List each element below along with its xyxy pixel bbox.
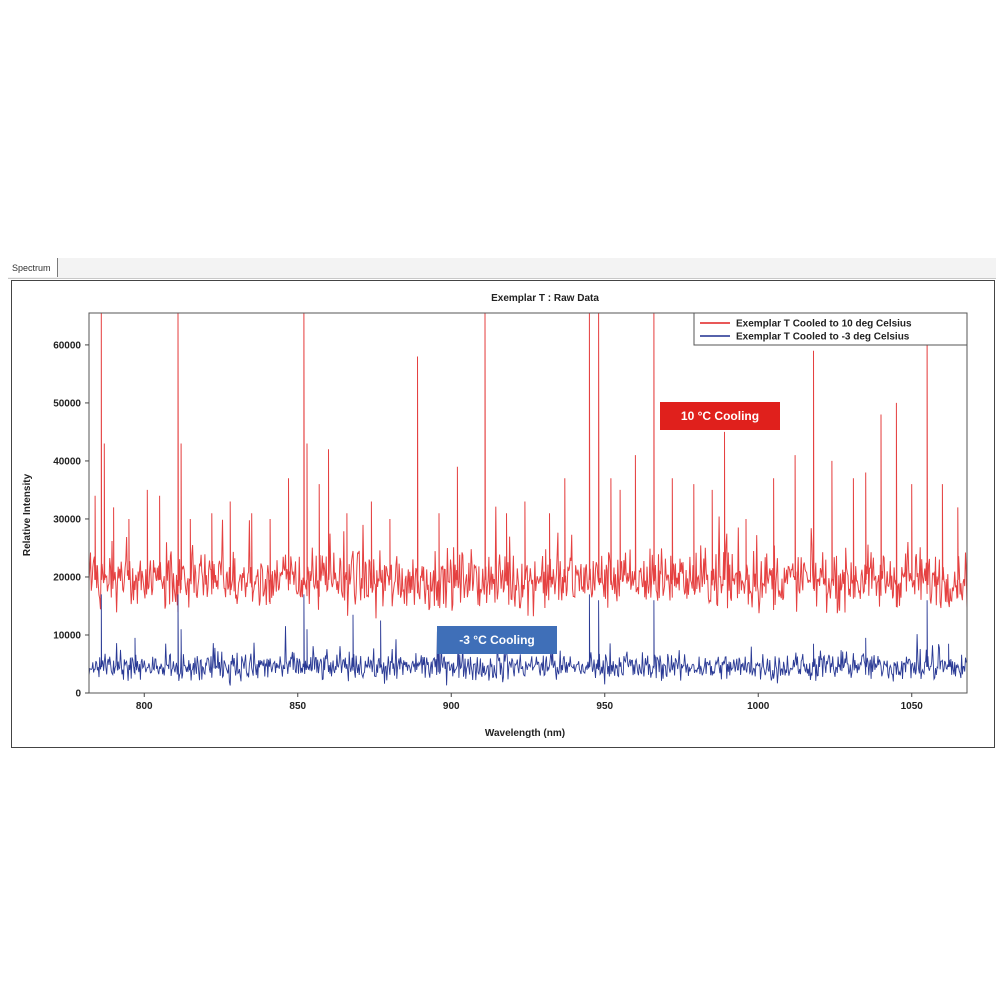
plot-border xyxy=(88,312,968,694)
x-tick-label: 950 xyxy=(596,701,613,712)
x-tick-label: 900 xyxy=(443,701,460,712)
annotation-box xyxy=(437,626,557,654)
y-tick-label: 10000 xyxy=(53,630,81,641)
x-axis-label: Wavelength (nm) xyxy=(485,728,565,739)
y-tick-label: 60000 xyxy=(53,340,81,351)
spectrum-window: Spectrum Exemplar T : Raw Data Relative … xyxy=(8,258,996,750)
legend-entry: Exemplar T Cooled to 10 deg Celsius xyxy=(736,319,912,330)
legend-entry: Exemplar T Cooled to -3 deg Celsius xyxy=(736,332,910,343)
legend: Exemplar T Cooled to 10 deg Celsius Exemp… xyxy=(693,312,968,346)
tab-bar: Spectrum xyxy=(8,258,996,279)
x-tick-label: 800 xyxy=(136,701,153,712)
y-tick-label: 20000 xyxy=(53,572,81,583)
y-tick-label: 40000 xyxy=(53,456,81,467)
chart-frame: Exemplar T : Raw Data Relative Intensity… xyxy=(11,280,995,748)
plot-area xyxy=(89,313,967,686)
annotation-label: 10 °C Cooling xyxy=(681,409,759,423)
y-tick-label: 0 xyxy=(75,689,81,700)
series-line-minus-three-deg xyxy=(89,594,967,686)
x-tick-label: 850 xyxy=(289,701,306,712)
y-tick-label: 30000 xyxy=(53,514,81,525)
annotation-box xyxy=(660,402,780,430)
x-tick-label: 1050 xyxy=(901,701,924,712)
chart-title: Exemplar T : Raw Data xyxy=(491,293,599,304)
tab-spectrum[interactable]: Spectrum xyxy=(8,258,58,277)
legend-box xyxy=(693,312,968,346)
spectrum-chart: Exemplar T : Raw Data Relative Intensity… xyxy=(22,293,968,739)
y-axis-label: Relative Intensity xyxy=(22,473,33,556)
x-tick-label: 1000 xyxy=(747,701,770,712)
axes: 0 10000 20000 30000 40000 50000 60000 800 850 900… xyxy=(53,312,968,712)
y-tick-label: 50000 xyxy=(53,398,81,409)
annotations: 10 °C Cooling -3 °C Cooling xyxy=(437,402,780,654)
annotation-label: -3 °C Cooling xyxy=(459,633,534,647)
series-line-ten-deg xyxy=(89,313,967,619)
